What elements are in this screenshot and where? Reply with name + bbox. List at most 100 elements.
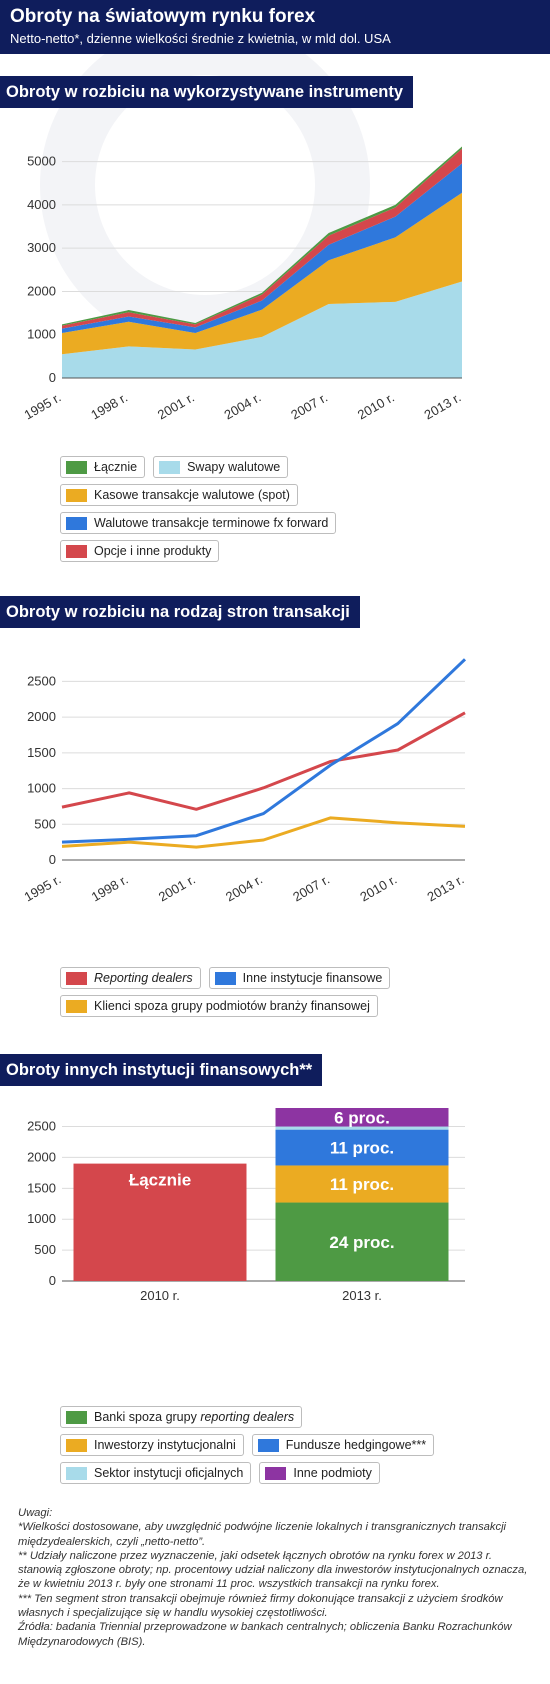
legend-item: Fundusze hedgingowe*** [251, 1434, 435, 1456]
x-tick-label: 2010 r. [355, 390, 397, 423]
legend-label: Sektor instytucji oficjalnych [94, 1466, 244, 1480]
legend-label: Łącznie [94, 460, 138, 474]
legend-row: Kasowe transakcje walutowe (spot) [60, 484, 336, 506]
y-tick-label: 5000 [27, 154, 56, 169]
x-tick-label: 1998 r. [88, 390, 130, 423]
y-tick-label: 1500 [27, 1180, 56, 1195]
y-tick-label: 2500 [27, 673, 56, 688]
legend-label: Swapy walutowe [187, 460, 281, 474]
x-tick-label: 2004 r. [222, 390, 264, 423]
bar-segment [275, 1165, 449, 1203]
page-header: Obroty na światowym rynku forex Netto-ne… [0, 0, 550, 54]
legend-label: Reporting dealers [94, 971, 193, 985]
legend-row: Banki spoza grupy reporting dealers [60, 1406, 434, 1428]
legend-item: Walutowe transakcje terminowe fx forward [60, 512, 337, 534]
x-tick-label: 1995 r. [22, 390, 64, 423]
x-category-label: 2010 r. [140, 1288, 180, 1303]
bar-segment [275, 1129, 449, 1166]
legend-item: Inne podmioty [259, 1462, 380, 1484]
area-series [62, 192, 462, 355]
bar-segment [73, 1163, 247, 1281]
legend-swatch [66, 971, 87, 985]
x-tick-label: 2001 r. [155, 390, 197, 423]
note-line: *** Ten segment stron transakcji obejmuj… [18, 1592, 503, 1620]
line-series [61, 711, 466, 811]
legend-swatch [66, 1466, 87, 1480]
legend-swatch [66, 1410, 87, 1424]
x-tick-label: 2013 r. [422, 390, 464, 423]
legend-swatch [66, 999, 87, 1013]
legend-swatch [66, 488, 87, 502]
legend-swatch [66, 460, 87, 474]
legend-row: Walutowe transakcje terminowe fx forward [60, 512, 337, 534]
y-tick-label: 3000 [27, 240, 56, 255]
legend-item: Sektor instytucji oficjalnych [60, 1462, 252, 1484]
area-series [62, 281, 462, 378]
legend-item: Łącznie [60, 456, 146, 478]
note-line: Źródła: badania Triennial przeprowadzone… [18, 1621, 512, 1648]
legend-label-italic: reporting dealers [200, 1410, 295, 1424]
line-series [61, 816, 466, 849]
legend-swatch [66, 1438, 87, 1452]
note-line: *Wielkości dostosowane, aby uwzględnić p… [18, 1521, 507, 1548]
bar-segment [275, 1202, 449, 1281]
legend-row: Łącznie Swapy walutowe [60, 456, 336, 478]
y-tick-label: 0 [49, 852, 56, 867]
y-tick-label: 0 [49, 1273, 56, 1288]
legend-row: Reporting dealers Inne instytucje finanso… [60, 967, 391, 989]
legend-label: Kasowe transakcje walutowe (spot) [94, 488, 290, 502]
legend-label: Inwestorzy instytucjonalni [94, 1438, 236, 1452]
bar-segment [275, 1108, 449, 1127]
section-title-counterparties: Obroty w rozbiciu na rodzaj stron transa… [0, 596, 360, 628]
area-chart-instruments: 0 1000 2000 3000 4000 5000 1995 r. 1998 r. 2001 … [22, 146, 464, 423]
section-title-instruments: Obroty w rozbiciu na wykorzystywane inst… [0, 76, 414, 108]
bar-segment-label: 6 proc. [334, 1108, 390, 1127]
legend-label: Fundusze hedgingowe*** [285, 1438, 427, 1452]
y-tick-label: 500 [34, 1242, 56, 1257]
legend-item: Inwestorzy instytucjonalni [60, 1434, 244, 1456]
x-category-label: 2013 r. [342, 1288, 382, 1303]
bar-segment-label: 11 proc. [330, 1139, 394, 1158]
legend-swatch [265, 1466, 287, 1480]
legend-row: Inwestorzy instytucjonalni Fundusze hedgi… [60, 1434, 435, 1456]
page-title: Obroty na światowym rynku forex [10, 6, 316, 27]
legend-counterparties: Reporting dealers Inne instytucje finanso… [60, 967, 391, 1023]
note-line: Uwagi: [18, 1507, 53, 1519]
bar-segment-label: 24 proc. [329, 1233, 394, 1252]
line-chart-counterparties: 0 500 1000 1500 2000 2500 1995 r. 1998 r. 2001 r… [22, 658, 467, 905]
y-tick-label: 1000 [27, 1211, 56, 1226]
legend-item: Klienci spoza grupy podmiotów branży fin… [60, 995, 378, 1017]
bar-segment-label: 11 proc. [330, 1175, 394, 1194]
legend-item: Reporting dealers [60, 967, 201, 989]
bar-segment [275, 1126, 449, 1130]
y-tick-label: 1000 [27, 781, 56, 796]
bar-segment-label: Łącznie [129, 1171, 191, 1190]
legend-swatch [66, 544, 87, 558]
legend-label: Klienci spoza grupy podmiotów branży fin… [94, 999, 370, 1013]
legend-label: Walutowe transakcje terminowe fx forward [94, 516, 329, 530]
x-tick-label: 2004 r. [223, 872, 265, 905]
y-tick-label: 1500 [27, 745, 56, 760]
legend-label: Banki spoza grupy reporting dealers [94, 1410, 295, 1424]
legend-other-institutions: Banki spoza grupy reporting dealers Inwes… [60, 1406, 435, 1490]
page-subtitle: Netto-netto*, dzienne wielkości średnie … [10, 31, 391, 46]
section-title-other-institutions: Obroty innych instytucji finansowych** [0, 1054, 323, 1086]
note-line: ** Udziały naliczone przez wyznaczenie, … [18, 1549, 528, 1591]
x-tick-label: 2010 r. [357, 872, 399, 905]
legend-swatch [159, 460, 181, 474]
legend-instruments: Łącznie Swapy walutowe Kasowe transakcje w… [60, 456, 337, 568]
legend-item: Banki spoza grupy reporting dealers [60, 1406, 303, 1428]
y-tick-label: 4000 [27, 197, 56, 212]
legend-item: Swapy walutowe [153, 456, 289, 478]
legend-label: Inne podmioty [293, 1466, 372, 1480]
x-tick-label: 1998 r. [89, 872, 131, 905]
line-series [61, 658, 467, 844]
legend-swatch [66, 516, 87, 530]
y-tick-label: 2500 [27, 1119, 56, 1134]
notes-block: Uwagi: *Wielkości dostosowane, aby uwzglę… [18, 1506, 538, 1649]
legend-row: Opcje i inne produkty [60, 540, 336, 562]
legend-row: Klienci spoza grupy podmiotów branży fin… [60, 995, 390, 1017]
x-tick-label: 2007 r. [290, 872, 332, 905]
legend-row: Sektor instytucji oficjalnych Inne podmio… [60, 1462, 434, 1484]
y-tick-label: 1000 [27, 327, 56, 342]
